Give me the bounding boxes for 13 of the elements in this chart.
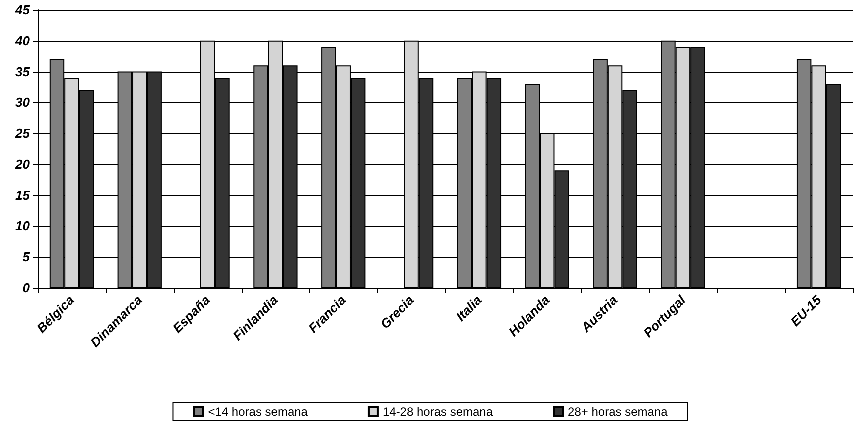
y-tick-label: 45 xyxy=(14,2,31,18)
legend-label: 28+ horas semana xyxy=(568,405,668,419)
y-tick-label: 0 xyxy=(22,280,31,296)
y-tick-label: 10 xyxy=(16,218,31,234)
y-tick-label: 40 xyxy=(14,33,31,48)
y-tick-label: 20 xyxy=(14,156,31,172)
y-tick-label: 30 xyxy=(16,95,31,110)
legend-label: <14 horas semana xyxy=(208,405,308,419)
y-tick-label: 5 xyxy=(22,250,31,265)
legend-label: 14-28 horas semana xyxy=(382,405,494,419)
y-tick-label: 25 xyxy=(14,126,31,142)
y-tick-label: 35 xyxy=(16,64,31,80)
y-tick-label: 15 xyxy=(16,188,31,203)
